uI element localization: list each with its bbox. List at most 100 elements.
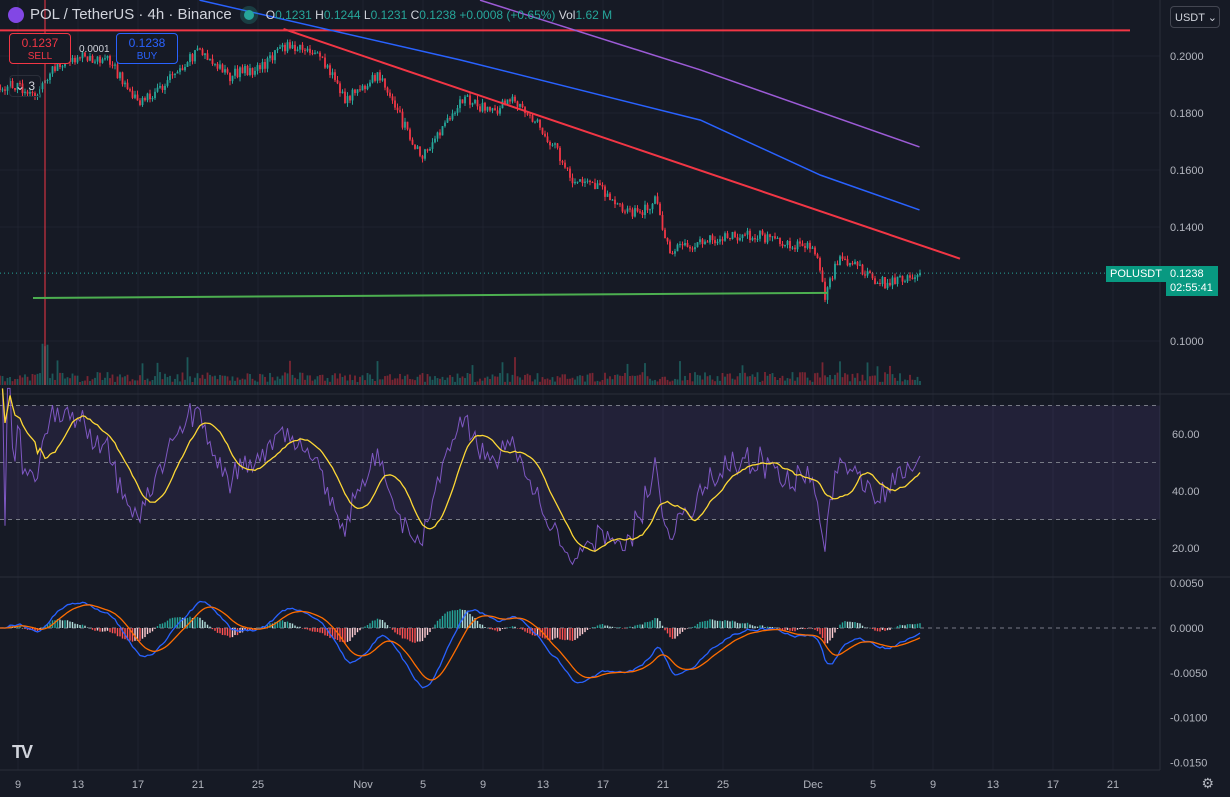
macd-histogram-bar (644, 622, 646, 628)
macd-histogram-bar (149, 628, 151, 633)
macd-histogram-bar (879, 628, 881, 632)
candle-body (374, 75, 376, 81)
volume-bar (604, 372, 606, 385)
volume-bar (609, 376, 611, 385)
candle-body (529, 114, 531, 116)
candle-body (29, 92, 31, 94)
time-tick-label: 9 (15, 779, 21, 791)
candle-body (244, 65, 246, 74)
volume-bar (854, 377, 856, 385)
volume-bar (834, 374, 836, 385)
volume-bar (324, 380, 326, 385)
macd-histogram-bar (156, 626, 159, 628)
volume-bar (699, 375, 701, 385)
candle-body (914, 277, 916, 279)
volume-bar (534, 379, 536, 385)
volume-bar (51, 373, 54, 385)
candle-body (179, 68, 181, 72)
volume-bar (434, 376, 436, 385)
settings-gear-icon[interactable]: ⚙ (1201, 775, 1214, 791)
volume-bar (159, 372, 161, 385)
volume-bar (406, 374, 409, 385)
candle-body (191, 54, 194, 62)
volume-bar (544, 379, 546, 385)
macd-histogram-bar (436, 620, 439, 628)
candle-body (186, 62, 189, 67)
candle-body (344, 91, 346, 104)
volume-bar (911, 379, 914, 385)
macd-histogram-bar (794, 628, 796, 632)
candle-body (409, 129, 411, 140)
macd-histogram-bar (654, 617, 656, 628)
volume-bar (509, 381, 511, 385)
volume-bar (391, 379, 394, 385)
volume-bar (739, 373, 741, 385)
candle-body (836, 263, 839, 266)
candle-body (254, 70, 256, 75)
volume-bar (141, 363, 144, 385)
candle-body (401, 111, 404, 128)
macd-histogram-bar (94, 628, 96, 631)
currency-select[interactable]: USDT ⌄ (1170, 6, 1220, 28)
volume-bar (171, 381, 174, 385)
volume-bar (714, 381, 716, 385)
volume-bar (471, 365, 474, 385)
collapse-indicators-button[interactable]: ⌄ 3 (9, 75, 41, 97)
volume-bar (536, 373, 539, 385)
volume-bar (581, 375, 584, 385)
macd-histogram-bar (191, 618, 194, 628)
candle-body (246, 65, 249, 76)
candle-body (621, 204, 624, 212)
volume-bar (531, 381, 534, 385)
price-tick-label: 0.1600 (1170, 165, 1204, 177)
macd-histogram-bar (761, 625, 764, 628)
volume-bar (659, 378, 661, 385)
macd-histogram-bar (231, 628, 234, 638)
buy-button[interactable]: 0.1238 BUY (116, 33, 178, 64)
macd-histogram-bar (476, 620, 479, 628)
macd-histogram-bar (874, 628, 876, 631)
candle-body (331, 72, 334, 76)
macd-histogram-bar (281, 620, 284, 628)
candle-body (446, 118, 449, 123)
volume-bar (651, 380, 654, 385)
candle-body (299, 44, 301, 50)
candle-body (286, 42, 289, 52)
macd-histogram-bar (399, 628, 401, 636)
macd-histogram-bar (209, 626, 211, 628)
candle-body (496, 110, 499, 114)
macd-histogram-bar (34, 628, 36, 631)
macd-histogram-bar (799, 628, 801, 629)
candle-body (21, 83, 24, 94)
macd-histogram-bar (211, 628, 214, 630)
candle-body (176, 71, 179, 74)
volume-bar (479, 378, 481, 385)
tradingview-logo[interactable]: TV (12, 742, 33, 762)
candle-body (151, 98, 154, 100)
symbol-title[interactable]: POL / TetherUS · 4h · Binance (30, 6, 232, 23)
candle-body (169, 74, 171, 81)
macd-histogram-bar (776, 627, 779, 629)
volume-bar (239, 379, 241, 385)
candle-body (671, 253, 674, 255)
macd-histogram-bar (221, 628, 224, 635)
volume-bar (59, 372, 61, 385)
candle-body (669, 241, 671, 254)
volume-bar (181, 372, 184, 385)
candle-body (751, 237, 754, 241)
macd-histogram-bar (674, 628, 676, 639)
volume-bar (864, 380, 866, 385)
volume-bar (21, 377, 24, 385)
macd-histogram-bar (206, 624, 209, 628)
volume-bar (211, 376, 214, 385)
volume-bar (529, 375, 531, 385)
volume-bar (646, 376, 649, 385)
macd-histogram-bar (344, 628, 346, 644)
volume-bar (441, 376, 444, 385)
candle-body (266, 58, 269, 69)
sell-button[interactable]: 0.1237 SELL (9, 33, 71, 64)
volume-bar (169, 375, 171, 385)
macd-histogram-bar (576, 628, 579, 639)
candle-body (321, 56, 324, 58)
